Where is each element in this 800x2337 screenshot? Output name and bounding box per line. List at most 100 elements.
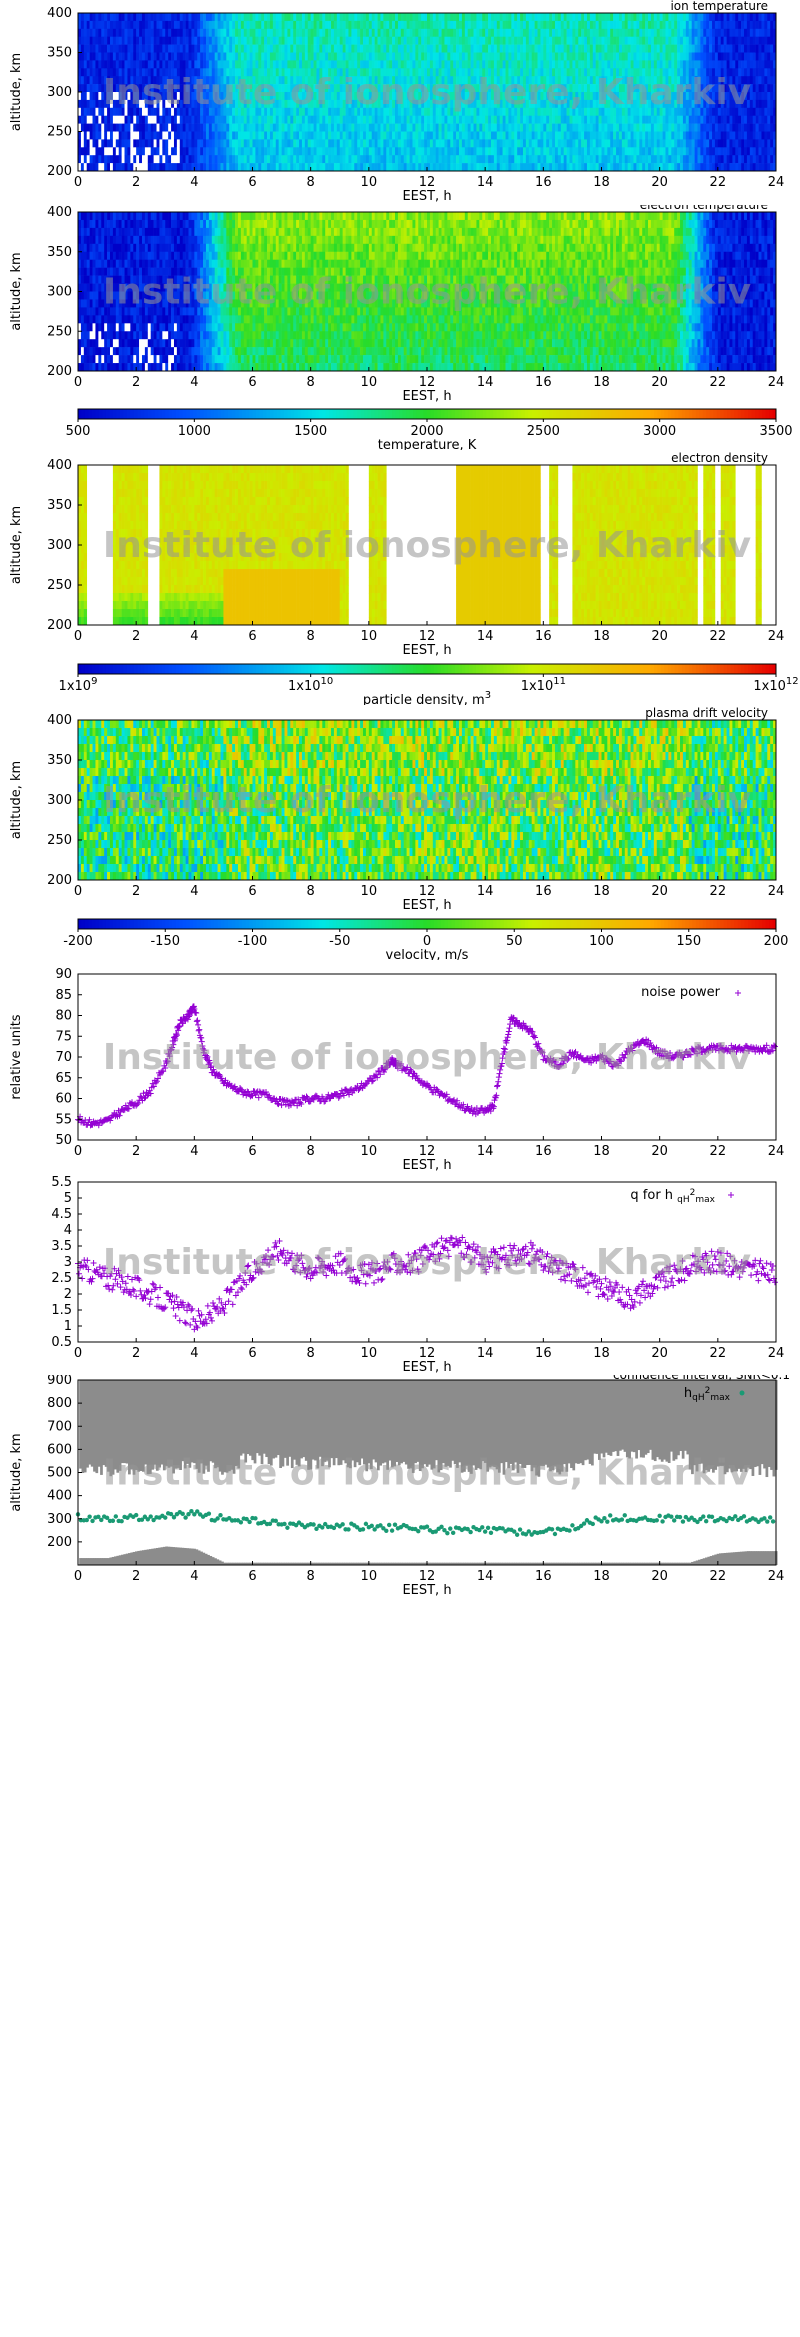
heatmap-cell	[627, 52, 631, 61]
heatmap-cell	[144, 107, 149, 116]
y-axis-label: altitude, km	[9, 53, 24, 131]
heatmap-cell	[458, 123, 463, 132]
heatmap-cell	[301, 92, 306, 101]
heatmap-cell	[482, 20, 486, 30]
heatmap-cell	[767, 36, 771, 45]
heatmap-cell	[354, 131, 358, 140]
heatmap-cell	[331, 28, 335, 37]
heatmap-cell	[229, 84, 233, 93]
heatmap-cell	[601, 76, 605, 85]
heatmap-cell	[264, 84, 268, 93]
heatmap-cell	[112, 36, 117, 45]
heatmap-cell	[677, 84, 681, 93]
heatmap-cell	[496, 131, 501, 140]
heatmap-cell	[121, 92, 125, 101]
heatmap-cell	[470, 107, 474, 116]
heatmap-cell	[680, 76, 684, 85]
heatmap-cell	[642, 107, 646, 116]
heatmap-cell	[569, 52, 573, 61]
heatmap-cell	[677, 163, 681, 172]
heatmap-cell	[205, 13, 210, 22]
heatmap-cell	[150, 123, 154, 132]
heatmap-cell	[752, 20, 756, 30]
heatmap-cell	[595, 139, 599, 148]
heatmap-cell	[685, 123, 690, 132]
heatmap-cell	[78, 243, 82, 253]
heatmap-cell	[395, 52, 399, 61]
heatmap-cell	[589, 44, 594, 53]
heatmap-cell	[92, 139, 96, 148]
heatmap-cell	[761, 115, 765, 124]
heatmap-cell	[127, 131, 131, 140]
heatmap-cell	[429, 107, 434, 116]
heatmap-cell	[767, 52, 771, 61]
heatmap-cell	[275, 60, 279, 69]
heatmap-cell	[235, 28, 239, 37]
heatmap-cell	[223, 139, 227, 148]
heatmap-cell	[403, 13, 407, 22]
heatmap-cell	[118, 92, 122, 101]
heatmap-cell	[133, 99, 137, 109]
heatmap-cell	[554, 13, 559, 22]
heatmap-cell	[691, 99, 695, 109]
heatmap-cell	[458, 155, 463, 164]
heatmap-cell	[618, 139, 623, 148]
heatmap-cell	[438, 68, 442, 77]
heatmap-cell	[392, 13, 396, 22]
heatmap-cell	[659, 36, 663, 45]
heatmap-cell	[424, 13, 428, 22]
heatmap-cell	[80, 68, 85, 77]
heatmap-cell	[499, 36, 503, 45]
heatmap-cell	[316, 147, 320, 156]
heatmap-cell	[86, 235, 90, 245]
heatmap-cell	[89, 36, 93, 45]
heatmap-cell	[560, 60, 564, 69]
heatmap-cell	[749, 44, 754, 53]
heatmap-cell	[83, 36, 88, 45]
heatmap-cell	[639, 44, 643, 53]
heatmap-cell	[773, 155, 777, 164]
heatmap-cell	[89, 235, 93, 245]
heatmap-cell	[255, 139, 259, 148]
heatmap-cell	[610, 155, 614, 164]
heatmap-cell	[188, 155, 192, 164]
heatmap-cell	[717, 163, 722, 172]
heatmap-cell	[406, 163, 410, 172]
heatmap-cell	[674, 60, 678, 69]
heatmap-cell	[662, 36, 666, 45]
heatmap-cell	[415, 20, 419, 30]
heatmap-cell	[281, 123, 285, 132]
heatmap-cell	[700, 139, 704, 148]
heatmap-cell	[499, 131, 503, 140]
heatmap-cell	[415, 60, 419, 69]
heatmap-cell	[720, 60, 724, 69]
heatmap-cell	[185, 68, 189, 77]
heatmap-cell	[456, 13, 460, 22]
heatmap-cell	[86, 283, 90, 292]
heatmap-cell	[92, 28, 96, 37]
heatmap-cell	[502, 123, 506, 132]
heatmap-cell	[342, 147, 346, 156]
heatmap-cell	[636, 13, 640, 22]
heatmap-cell	[490, 131, 495, 140]
heatmap-cell	[438, 84, 442, 93]
heatmap-cell	[421, 52, 425, 61]
heatmap-cell	[671, 68, 675, 77]
heatmap-cell	[392, 92, 396, 101]
heatmap-cell	[89, 28, 93, 37]
heatmap-cell	[403, 52, 407, 61]
heatmap-cell	[304, 147, 309, 156]
heatmap-cell	[98, 84, 102, 93]
heatmap-cell	[144, 84, 149, 93]
heatmap-cell	[697, 36, 701, 45]
heatmap-cell	[243, 155, 247, 164]
heatmap-cell	[601, 68, 605, 77]
heatmap-cell	[374, 20, 378, 30]
heatmap-cell	[150, 13, 154, 22]
heatmap-cell	[453, 107, 457, 116]
heatmap-cell	[659, 44, 663, 53]
heatmap-cell	[476, 107, 480, 116]
heatmap-cell	[176, 123, 181, 132]
heatmap-cell	[520, 147, 524, 156]
heatmap-cell	[397, 20, 402, 30]
